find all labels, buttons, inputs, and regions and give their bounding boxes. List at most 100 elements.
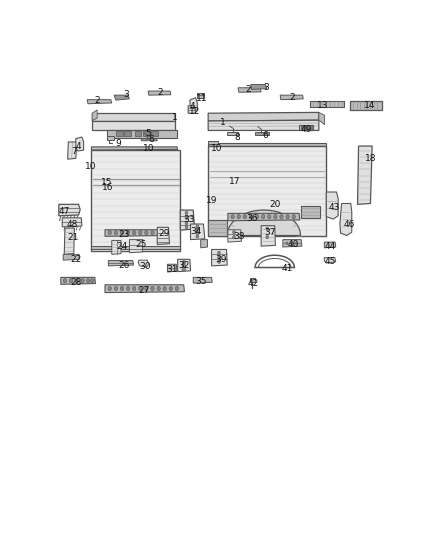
- Polygon shape: [283, 240, 302, 247]
- Polygon shape: [228, 213, 300, 221]
- Polygon shape: [134, 131, 141, 136]
- Polygon shape: [280, 95, 303, 100]
- Text: 10: 10: [85, 163, 97, 172]
- Polygon shape: [64, 228, 74, 254]
- Circle shape: [261, 215, 265, 219]
- Circle shape: [237, 215, 240, 219]
- Circle shape: [175, 286, 179, 290]
- Circle shape: [114, 231, 117, 235]
- Polygon shape: [92, 150, 180, 251]
- Polygon shape: [67, 142, 77, 159]
- Text: 25: 25: [136, 240, 147, 249]
- Polygon shape: [141, 139, 157, 141]
- Polygon shape: [87, 100, 112, 104]
- Text: 24: 24: [117, 242, 127, 251]
- Text: 1: 1: [173, 113, 178, 122]
- Circle shape: [151, 231, 154, 235]
- Circle shape: [274, 215, 277, 219]
- Circle shape: [63, 279, 67, 282]
- Polygon shape: [238, 88, 261, 92]
- Text: 2: 2: [245, 85, 251, 94]
- Polygon shape: [143, 131, 150, 136]
- Polygon shape: [299, 125, 313, 131]
- Circle shape: [196, 235, 199, 238]
- Circle shape: [120, 231, 124, 235]
- Circle shape: [286, 242, 288, 245]
- Text: 44: 44: [325, 241, 336, 251]
- Polygon shape: [191, 224, 205, 240]
- Polygon shape: [112, 240, 121, 254]
- Polygon shape: [208, 120, 319, 131]
- Circle shape: [291, 242, 293, 245]
- Text: 4: 4: [76, 142, 81, 150]
- Text: 46: 46: [343, 220, 355, 229]
- Circle shape: [151, 286, 154, 290]
- Text: 33: 33: [183, 215, 194, 224]
- Text: 8: 8: [234, 133, 240, 142]
- Polygon shape: [197, 93, 204, 98]
- Polygon shape: [208, 112, 319, 121]
- Text: 15: 15: [101, 178, 112, 187]
- Circle shape: [218, 256, 220, 260]
- Text: 6: 6: [148, 135, 154, 144]
- Text: 10: 10: [143, 144, 155, 154]
- Circle shape: [163, 286, 166, 290]
- Text: 6: 6: [262, 131, 268, 140]
- Polygon shape: [208, 143, 326, 146]
- Text: 21: 21: [68, 232, 79, 241]
- Text: 40: 40: [288, 240, 300, 248]
- Circle shape: [114, 286, 117, 290]
- Circle shape: [69, 279, 73, 282]
- Text: 2: 2: [290, 93, 295, 102]
- Polygon shape: [300, 206, 320, 218]
- Text: 11: 11: [196, 94, 207, 103]
- Circle shape: [108, 231, 111, 235]
- Circle shape: [268, 215, 271, 219]
- Polygon shape: [76, 137, 84, 151]
- Text: 12: 12: [189, 108, 200, 117]
- Text: 18: 18: [365, 154, 376, 163]
- Text: 38: 38: [233, 232, 244, 241]
- Circle shape: [266, 236, 268, 239]
- Circle shape: [182, 261, 185, 265]
- Circle shape: [86, 279, 90, 282]
- Circle shape: [280, 215, 283, 219]
- Text: 27: 27: [138, 286, 150, 295]
- Circle shape: [132, 231, 136, 235]
- Polygon shape: [300, 126, 303, 129]
- Text: 7: 7: [71, 147, 78, 156]
- Text: 29: 29: [159, 229, 170, 238]
- Text: 43: 43: [328, 203, 340, 212]
- Circle shape: [138, 231, 142, 235]
- Polygon shape: [92, 147, 178, 150]
- Circle shape: [90, 279, 94, 282]
- Circle shape: [182, 264, 185, 268]
- Text: 45: 45: [325, 257, 336, 266]
- Circle shape: [169, 286, 173, 290]
- Polygon shape: [107, 130, 177, 138]
- Polygon shape: [167, 264, 177, 272]
- Text: 1: 1: [220, 118, 226, 127]
- Polygon shape: [63, 254, 79, 260]
- Polygon shape: [311, 126, 314, 129]
- Polygon shape: [261, 225, 276, 246]
- Circle shape: [81, 279, 84, 282]
- Circle shape: [185, 216, 188, 220]
- Text: 9: 9: [115, 139, 121, 148]
- Circle shape: [218, 260, 220, 263]
- Text: 28: 28: [71, 278, 82, 287]
- Polygon shape: [208, 141, 218, 143]
- Polygon shape: [157, 227, 170, 245]
- Polygon shape: [228, 230, 241, 242]
- Text: 3: 3: [263, 83, 269, 92]
- Text: 4: 4: [189, 102, 195, 111]
- Text: 37: 37: [264, 228, 276, 237]
- Polygon shape: [350, 101, 382, 110]
- Polygon shape: [324, 257, 336, 263]
- Polygon shape: [193, 277, 212, 283]
- Polygon shape: [188, 106, 196, 113]
- Circle shape: [185, 222, 188, 225]
- Circle shape: [127, 286, 130, 290]
- Circle shape: [231, 215, 234, 219]
- Circle shape: [138, 286, 142, 290]
